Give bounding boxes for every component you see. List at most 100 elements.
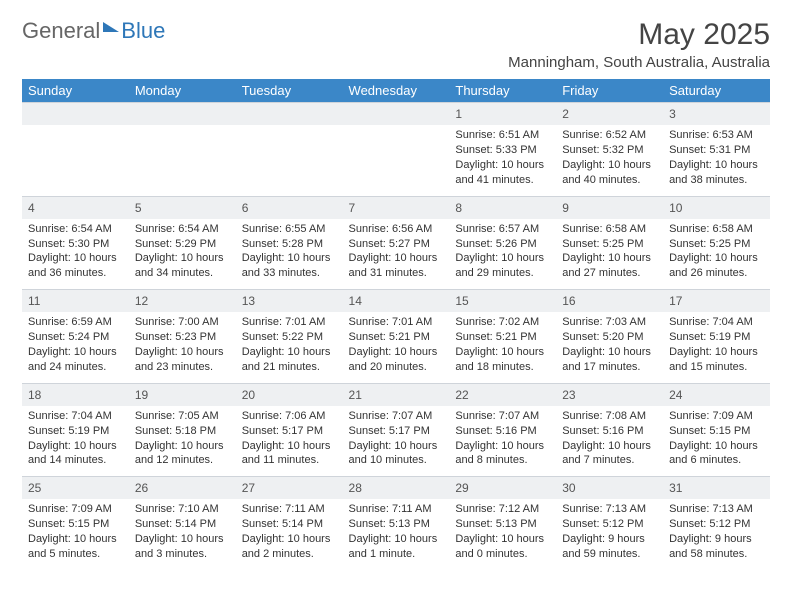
day-info-cell: Sunrise: 7:12 AMSunset: 5:13 PMDaylight:… [449,499,556,569]
sunrise-line: Sunrise: 7:13 AM [669,502,764,517]
daylight-line: Daylight: 10 hours and 12 minutes. [135,439,230,469]
month-title: May 2025 [508,18,770,52]
daylight-line: Daylight: 10 hours and 10 minutes. [349,439,444,469]
sunset-line: Sunset: 5:13 PM [455,517,550,532]
sunrise-line: Sunrise: 7:07 AM [455,409,550,424]
week-daynum-row: 45678910 [22,196,770,219]
day-info-cell: Sunrise: 7:04 AMSunset: 5:19 PMDaylight:… [663,312,770,383]
day-number-cell: 9 [556,196,663,219]
day-number-cell: 23 [556,383,663,406]
sunset-line: Sunset: 5:30 PM [28,237,123,252]
day-number-cell: 12 [129,290,236,313]
sunrise-line: Sunrise: 6:52 AM [562,128,657,143]
day-number-cell [343,103,450,126]
sunset-line: Sunset: 5:14 PM [242,517,337,532]
sunset-line: Sunset: 5:26 PM [455,237,550,252]
sunset-line: Sunset: 5:28 PM [242,237,337,252]
daylight-line: Daylight: 10 hours and 38 minutes. [669,158,764,188]
day-info-cell [129,125,236,196]
day-header: Wednesday [343,79,450,103]
day-number-cell: 8 [449,196,556,219]
sunset-line: Sunset: 5:21 PM [455,330,550,345]
sunrise-line: Sunrise: 6:55 AM [242,222,337,237]
sunset-line: Sunset: 5:14 PM [135,517,230,532]
day-info-cell [236,125,343,196]
sunset-line: Sunset: 5:19 PM [669,330,764,345]
sunset-line: Sunset: 5:16 PM [455,424,550,439]
day-number-cell: 22 [449,383,556,406]
sunset-line: Sunset: 5:19 PM [28,424,123,439]
daylight-line: Daylight: 10 hours and 23 minutes. [135,345,230,375]
logo: General Blue [22,18,165,44]
sunrise-line: Sunrise: 7:00 AM [135,315,230,330]
daylight-line: Daylight: 10 hours and 34 minutes. [135,251,230,281]
sunrise-line: Sunrise: 7:04 AM [669,315,764,330]
day-info-cell: Sunrise: 7:11 AMSunset: 5:14 PMDaylight:… [236,499,343,569]
day-header: Tuesday [236,79,343,103]
day-info-cell: Sunrise: 6:52 AMSunset: 5:32 PMDaylight:… [556,125,663,196]
daylight-line: Daylight: 10 hours and 29 minutes. [455,251,550,281]
sunrise-line: Sunrise: 7:01 AM [349,315,444,330]
day-info-cell: Sunrise: 7:13 AMSunset: 5:12 PMDaylight:… [556,499,663,569]
day-info-cell: Sunrise: 6:51 AMSunset: 5:33 PMDaylight:… [449,125,556,196]
day-info-cell: Sunrise: 7:08 AMSunset: 5:16 PMDaylight:… [556,406,663,477]
calendar-table: SundayMondayTuesdayWednesdayThursdayFrid… [22,79,770,570]
day-header-row: SundayMondayTuesdayWednesdayThursdayFrid… [22,79,770,103]
sunrise-line: Sunrise: 7:11 AM [242,502,337,517]
day-number-cell: 26 [129,477,236,500]
title-block: May 2025 Manningham, South Australia, Au… [508,18,770,71]
day-header: Monday [129,79,236,103]
sunrise-line: Sunrise: 6:58 AM [562,222,657,237]
sunset-line: Sunset: 5:23 PM [135,330,230,345]
logo-text-general: General [22,18,100,44]
sunset-line: Sunset: 5:18 PM [135,424,230,439]
daylight-line: Daylight: 10 hours and 26 minutes. [669,251,764,281]
daylight-line: Daylight: 10 hours and 11 minutes. [242,439,337,469]
day-info-cell: Sunrise: 6:54 AMSunset: 5:29 PMDaylight:… [129,219,236,290]
day-number-cell: 19 [129,383,236,406]
day-info-cell: Sunrise: 7:11 AMSunset: 5:13 PMDaylight:… [343,499,450,569]
daylight-line: Daylight: 10 hours and 20 minutes. [349,345,444,375]
day-info-cell: Sunrise: 6:54 AMSunset: 5:30 PMDaylight:… [22,219,129,290]
sunrise-line: Sunrise: 6:53 AM [669,128,764,143]
day-info-cell: Sunrise: 7:01 AMSunset: 5:22 PMDaylight:… [236,312,343,383]
day-number-cell: 13 [236,290,343,313]
sunrise-line: Sunrise: 6:51 AM [455,128,550,143]
day-number-cell: 27 [236,477,343,500]
day-number-cell: 20 [236,383,343,406]
sunrise-line: Sunrise: 7:11 AM [349,502,444,517]
sunrise-line: Sunrise: 6:54 AM [28,222,123,237]
daylight-line: Daylight: 10 hours and 41 minutes. [455,158,550,188]
daylight-line: Daylight: 10 hours and 15 minutes. [669,345,764,375]
day-info-cell: Sunrise: 7:07 AMSunset: 5:16 PMDaylight:… [449,406,556,477]
day-header: Friday [556,79,663,103]
sunrise-line: Sunrise: 6:54 AM [135,222,230,237]
header: General Blue May 2025 Manningham, South … [22,18,770,71]
sunrise-line: Sunrise: 7:02 AM [455,315,550,330]
daylight-line: Daylight: 10 hours and 2 minutes. [242,532,337,562]
daylight-line: Daylight: 9 hours and 59 minutes. [562,532,657,562]
sunrise-line: Sunrise: 6:59 AM [28,315,123,330]
sunrise-line: Sunrise: 6:57 AM [455,222,550,237]
day-info-cell: Sunrise: 7:06 AMSunset: 5:17 PMDaylight:… [236,406,343,477]
day-number-cell: 29 [449,477,556,500]
day-number-cell: 2 [556,103,663,126]
day-info-cell [343,125,450,196]
sunset-line: Sunset: 5:29 PM [135,237,230,252]
sunset-line: Sunset: 5:15 PM [669,424,764,439]
day-info-cell: Sunrise: 7:01 AMSunset: 5:21 PMDaylight:… [343,312,450,383]
week-daynum-row: 11121314151617 [22,290,770,313]
day-number-cell: 25 [22,477,129,500]
day-info-cell: Sunrise: 7:13 AMSunset: 5:12 PMDaylight:… [663,499,770,569]
day-info-cell: Sunrise: 7:09 AMSunset: 5:15 PMDaylight:… [663,406,770,477]
sunset-line: Sunset: 5:33 PM [455,143,550,158]
day-info-cell: Sunrise: 7:07 AMSunset: 5:17 PMDaylight:… [343,406,450,477]
sunrise-line: Sunrise: 7:10 AM [135,502,230,517]
sunrise-line: Sunrise: 7:09 AM [28,502,123,517]
daylight-line: Daylight: 10 hours and 36 minutes. [28,251,123,281]
day-info-cell: Sunrise: 6:58 AMSunset: 5:25 PMDaylight:… [556,219,663,290]
sunset-line: Sunset: 5:17 PM [242,424,337,439]
day-info-cell: Sunrise: 6:58 AMSunset: 5:25 PMDaylight:… [663,219,770,290]
sunrise-line: Sunrise: 7:13 AM [562,502,657,517]
day-info-cell: Sunrise: 7:03 AMSunset: 5:20 PMDaylight:… [556,312,663,383]
